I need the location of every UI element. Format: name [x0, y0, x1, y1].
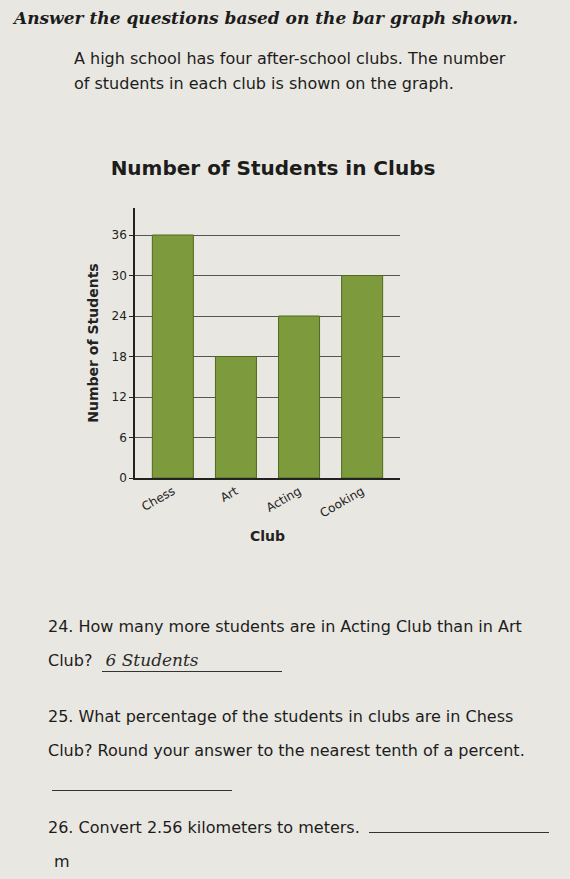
svg-text:Number of Students: Number of Students: [85, 263, 101, 422]
svg-text:18: 18: [112, 350, 127, 364]
html-text:24. How many more students are: 24. How many more students are in Acting…: [48, 617, 522, 670]
svg-text:36: 36: [112, 228, 127, 242]
html-text:26. Convert 2.56 kilometers to: 26. Convert 2.56 kilometers to meters.: [48, 818, 365, 837]
svg-text:12: 12: [112, 390, 127, 404]
svg-text:Acting: Acting: [264, 484, 304, 515]
html-text:m: m: [54, 852, 70, 871]
svg-text:Cooking: Cooking: [318, 484, 367, 520]
html-text:Answer the questions based on: Answer the questions based on the bar gr…: [14, 8, 519, 28]
svg-text:6: 6: [119, 431, 127, 445]
html-text:25. What percentage of the stu: 25. What percentage of the students in c…: [48, 707, 525, 760]
svg-text:Art: Art: [218, 484, 241, 505]
svg-text:Number of Students in Clubs: Number of Students in Clubs: [111, 156, 436, 180]
svg-text:0: 0: [119, 471, 127, 485]
svg-text:30: 30: [112, 269, 127, 283]
svg-text:Club: Club: [250, 528, 285, 544]
html-text:6 Students: 6 Students: [105, 650, 199, 670]
html-text:A high school has four after-s: A high school has four after-school club…: [74, 49, 506, 93]
svg-text:Chess: Chess: [139, 484, 177, 514]
svg-text:24: 24: [112, 309, 127, 323]
